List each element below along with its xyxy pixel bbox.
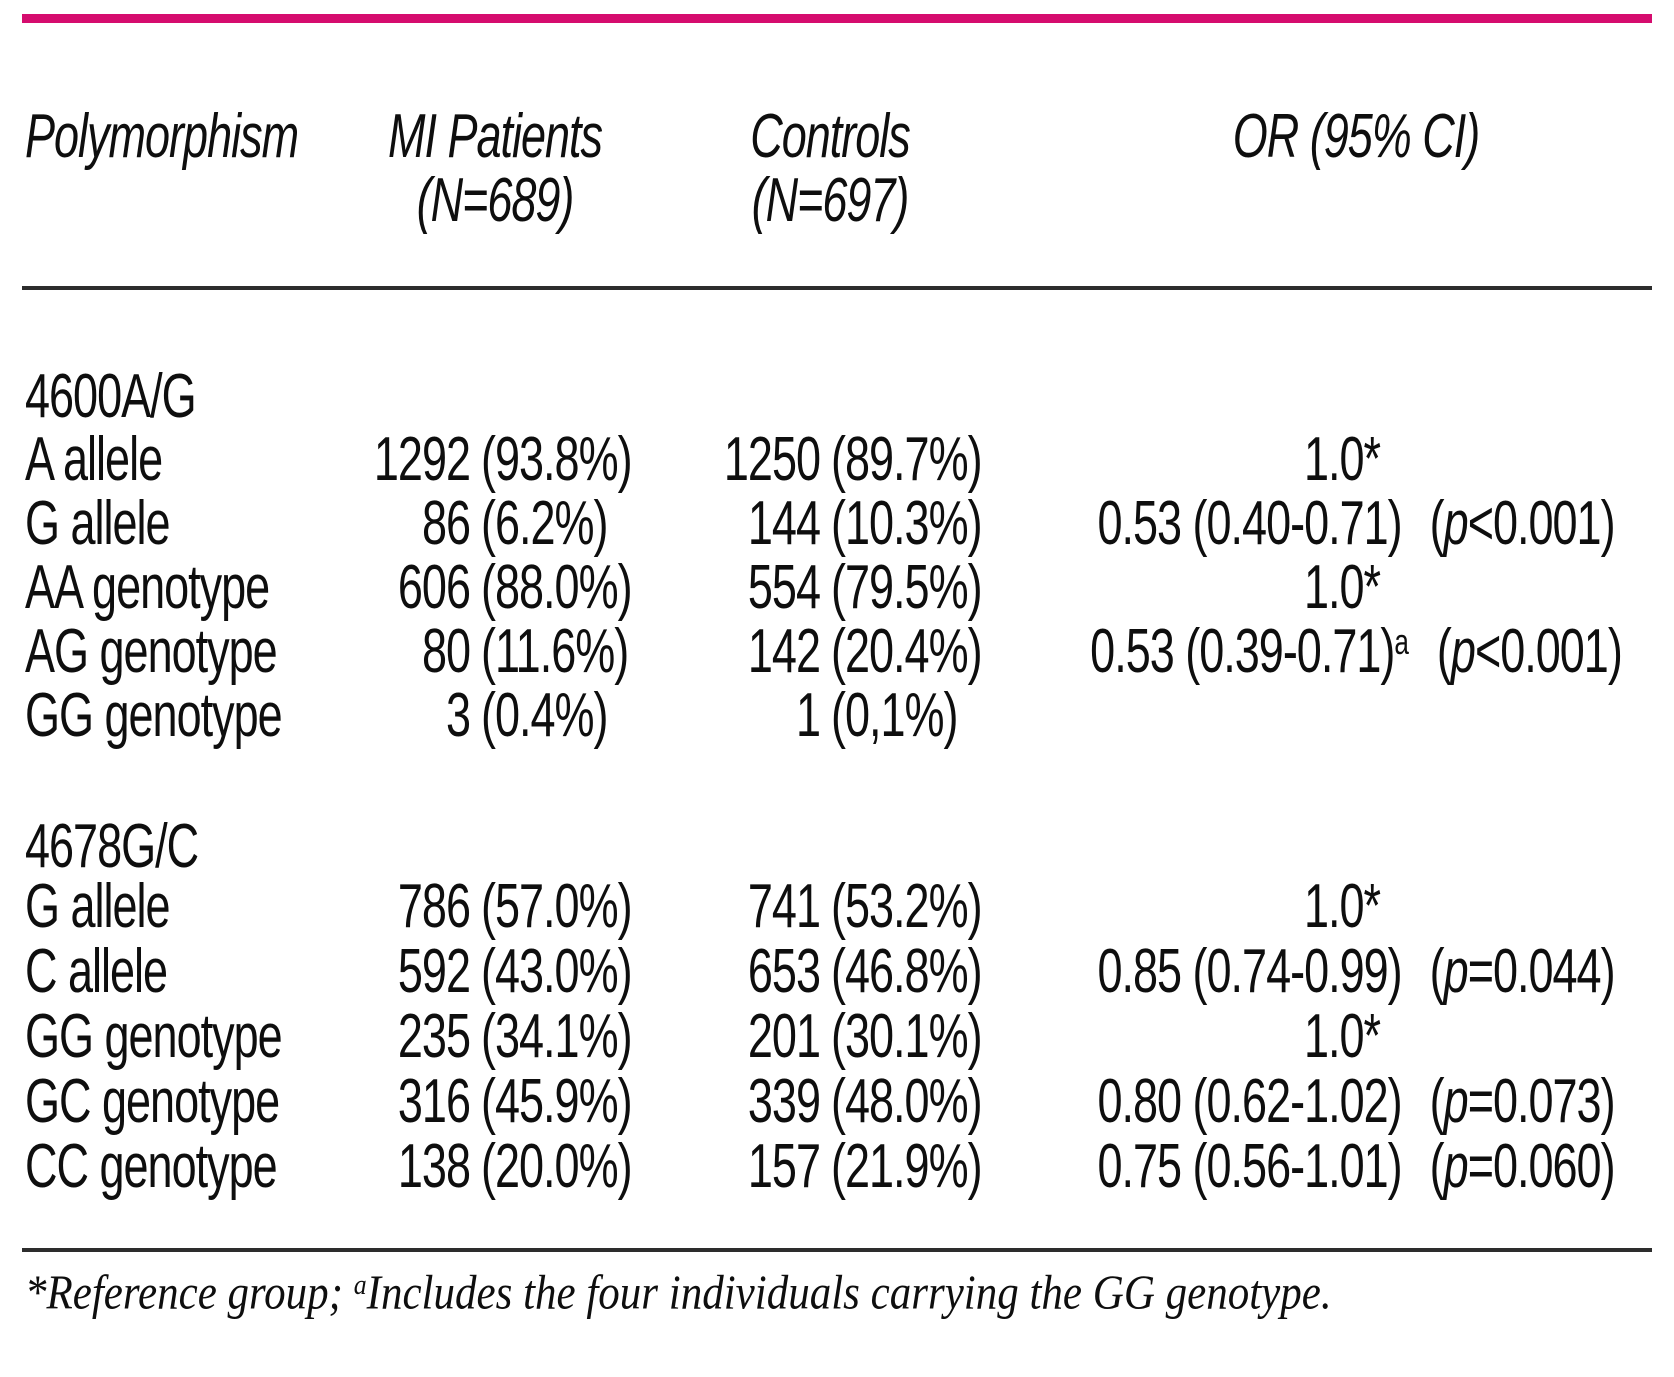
polymorphism-cell: A allele (25, 423, 163, 494)
or-cell: 1.0* (1303, 551, 1381, 622)
table-header-row-2: (N=689) (N=697) (0, 164, 1674, 241)
or-cell: 1.0* (1303, 870, 1381, 941)
controls-cell: 144 (10.3%) (747, 487, 983, 558)
mi-patients-cell: 3 (0.4%) (445, 679, 609, 750)
column-header-polymorphism: Polymorphism (25, 100, 299, 171)
mi-patients-cell: 138 (20.0%) (397, 1130, 633, 1201)
table-row: GG genotype 3 (0.4%) 1 (0,1%) (0, 679, 1674, 756)
mi-patients-cell: 80 (11.6%) (421, 615, 629, 686)
mi-patients-cell: 1292 (93.8%) (373, 423, 633, 494)
polymorphism-cell: G allele (25, 870, 171, 941)
column-header-or-ci: OR (95% CI) (1232, 100, 1481, 171)
table-row: C allele 592 (43.0%) 653 (46.8%) 0.85 (0.7… (0, 935, 1674, 1012)
polymorphism-cell: AA genotype (25, 551, 270, 622)
mi-patients-cell: 316 (45.9%) (397, 1065, 633, 1136)
polymorphism-cell: AG genotype (25, 615, 278, 686)
controls-cell: 1250 (89.7%) (723, 423, 983, 494)
mi-patients-cell: 592 (43.0%) (397, 935, 633, 1006)
column-header-mi-patients: MI Patients (387, 100, 603, 171)
polymorphism-cell: CC genotype (25, 1130, 278, 1201)
mi-patients-n-label: (N=689) (416, 164, 575, 235)
section-label: 4678G/C (25, 810, 199, 881)
table-row: GG genotype 235 (34.1%) 201 (30.1%) 1.0* (0, 1000, 1674, 1077)
reference-group-note: * (25, 1267, 47, 1320)
table-row: CC genotype 138 (20.0%) 157 (21.9%) 0.75 (… (0, 1130, 1674, 1207)
or-cell: 1.0* (1303, 423, 1381, 494)
controls-n-label: (N=697) (751, 164, 910, 235)
polymorphism-cell: C allele (25, 935, 168, 1006)
mi-patients-cell: 606 (88.0%) (397, 551, 633, 622)
table-row: AG genotype 80 (11.6%) 142 (20.4%) 0.53 (0… (0, 615, 1674, 692)
controls-cell: 339 (48.0%) (747, 1065, 983, 1136)
mi-patients-cell: 86 (6.2%) (421, 487, 609, 558)
controls-cell: 554 (79.5%) (747, 551, 983, 622)
polymorphism-cell: GC genotype (25, 1065, 280, 1136)
table-row: AA genotype 606 (88.0%) 554 (79.5%) 1.0* (0, 551, 1674, 628)
polymorphism-cell: GG genotype (25, 1000, 283, 1071)
table-row: G allele 86 (6.2%) 144 (10.3%) 0.53 (0.40-… (0, 487, 1674, 564)
polymorphism-cell: GG genotype (25, 679, 283, 750)
or-cell: 0.75 (0.56-1.01) (p=0.060) (1097, 1130, 1615, 1201)
controls-cell: 142 (20.4%) (747, 615, 983, 686)
table-row: G allele 786 (57.0%) 741 (53.2%) 1.0* (0, 870, 1674, 947)
controls-cell: 1 (0,1%) (795, 679, 959, 750)
accent-bar (22, 14, 1652, 23)
polymorphism-cell: G allele (25, 487, 171, 558)
table-header-row: Polymorphism MI Patients Controls OR (95… (0, 100, 1674, 177)
or-cell (1066, 692, 1646, 756)
or-cell: 0.53 (0.39-0.71)a (p<0.001) (1090, 615, 1623, 686)
or-cell: 0.85 (0.74-0.99) (p=0.044) (1097, 935, 1615, 1006)
table-row: A allele 1292 (93.8%) 1250 (89.7%) 1.0* (0, 423, 1674, 500)
controls-cell: 653 (46.8%) (747, 935, 983, 1006)
controls-cell: 201 (30.1%) (747, 1000, 983, 1071)
footnote-superscript-a: a (353, 1268, 367, 1301)
footer-rule (22, 1248, 1652, 1252)
column-header-controls: Controls (750, 100, 911, 171)
or-cell: 0.53 (0.40-0.71) (p<0.001) (1097, 487, 1615, 558)
mi-patients-cell: 786 (57.0%) (397, 870, 633, 941)
or-cell: 1.0* (1303, 1000, 1381, 1071)
footnote: *Reference group; aIncludes the four ind… (25, 1267, 1332, 1320)
controls-cell: 157 (21.9%) (747, 1130, 983, 1201)
header-rule (22, 286, 1652, 290)
mi-patients-cell: 235 (34.1%) (397, 1000, 633, 1071)
section-label-row: 4600A/G (0, 360, 1674, 437)
controls-cell: 741 (53.2%) (747, 870, 983, 941)
section-label-row: 4678G/C (0, 810, 1674, 887)
section-label: 4600A/G (25, 360, 197, 431)
or-cell: 0.80 (0.62-1.02) (p=0.073) (1097, 1065, 1615, 1136)
table-row: GC genotype 316 (45.9%) 339 (48.0%) 0.80 (… (0, 1065, 1674, 1142)
